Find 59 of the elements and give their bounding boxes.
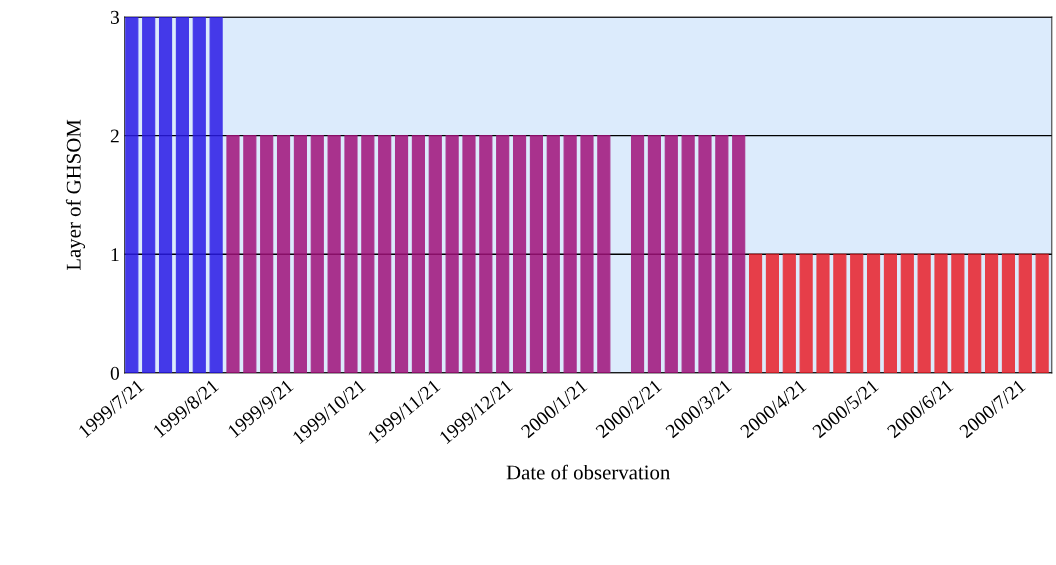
bar xyxy=(361,135,375,373)
bar xyxy=(866,253,881,373)
bar xyxy=(782,253,796,373)
bar xyxy=(411,135,425,373)
bar xyxy=(142,16,156,373)
bar xyxy=(260,135,274,373)
bar xyxy=(597,135,611,373)
x-axis-title: Date of observation xyxy=(506,464,671,480)
bar xyxy=(664,135,678,373)
y-tick-label: 0 xyxy=(110,366,120,380)
bar xyxy=(1018,253,1032,373)
bar xyxy=(580,135,594,373)
y-tick-label: 1 xyxy=(111,248,119,261)
bar xyxy=(900,253,914,373)
y-tick-label: 3 xyxy=(110,10,119,24)
bar xyxy=(496,135,510,373)
bar xyxy=(715,135,729,373)
bar xyxy=(479,135,493,373)
bar xyxy=(833,253,847,373)
bar xyxy=(394,135,409,373)
bar xyxy=(175,16,189,373)
bar xyxy=(883,253,898,373)
bar xyxy=(327,135,341,373)
bar xyxy=(732,135,746,373)
bar xyxy=(512,135,527,373)
bar xyxy=(226,135,240,373)
bar xyxy=(344,135,358,373)
bar xyxy=(917,253,931,373)
bar xyxy=(529,135,543,373)
bar xyxy=(563,135,577,373)
y-axis-title: Layer of GHSOM xyxy=(65,119,86,271)
bar xyxy=(647,135,661,373)
bar xyxy=(428,135,442,373)
bar xyxy=(158,16,173,373)
bar xyxy=(445,135,459,373)
bar xyxy=(934,253,948,373)
bar xyxy=(765,253,779,373)
bar xyxy=(209,16,223,373)
bar xyxy=(462,135,476,373)
bar xyxy=(276,135,291,373)
bar xyxy=(1035,253,1049,373)
bar xyxy=(681,135,695,373)
bar xyxy=(1001,253,1016,373)
bar xyxy=(310,135,324,373)
bar xyxy=(243,135,257,373)
bar xyxy=(630,135,645,373)
bar xyxy=(698,135,712,373)
bar xyxy=(748,253,763,373)
bar xyxy=(546,135,560,373)
bar xyxy=(951,253,965,373)
bar xyxy=(293,135,307,373)
bar xyxy=(984,253,999,373)
bar xyxy=(968,253,982,373)
y-tick-label: 2 xyxy=(110,129,119,143)
bar xyxy=(378,135,392,373)
bar xyxy=(850,253,864,373)
bar xyxy=(816,253,830,373)
bar xyxy=(799,253,813,373)
bar xyxy=(192,16,206,373)
